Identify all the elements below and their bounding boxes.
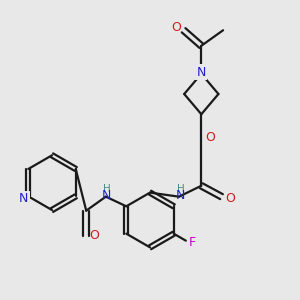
Text: F: F <box>188 236 196 249</box>
Text: O: O <box>171 21 181 34</box>
Text: O: O <box>225 192 235 205</box>
Text: O: O <box>90 229 100 242</box>
Text: H: H <box>103 184 111 194</box>
Text: N: N <box>176 189 185 202</box>
Text: N: N <box>196 66 206 79</box>
Text: O: O <box>205 131 215 144</box>
Text: N: N <box>19 192 28 205</box>
Text: N: N <box>102 189 112 202</box>
Text: H: H <box>177 184 184 194</box>
